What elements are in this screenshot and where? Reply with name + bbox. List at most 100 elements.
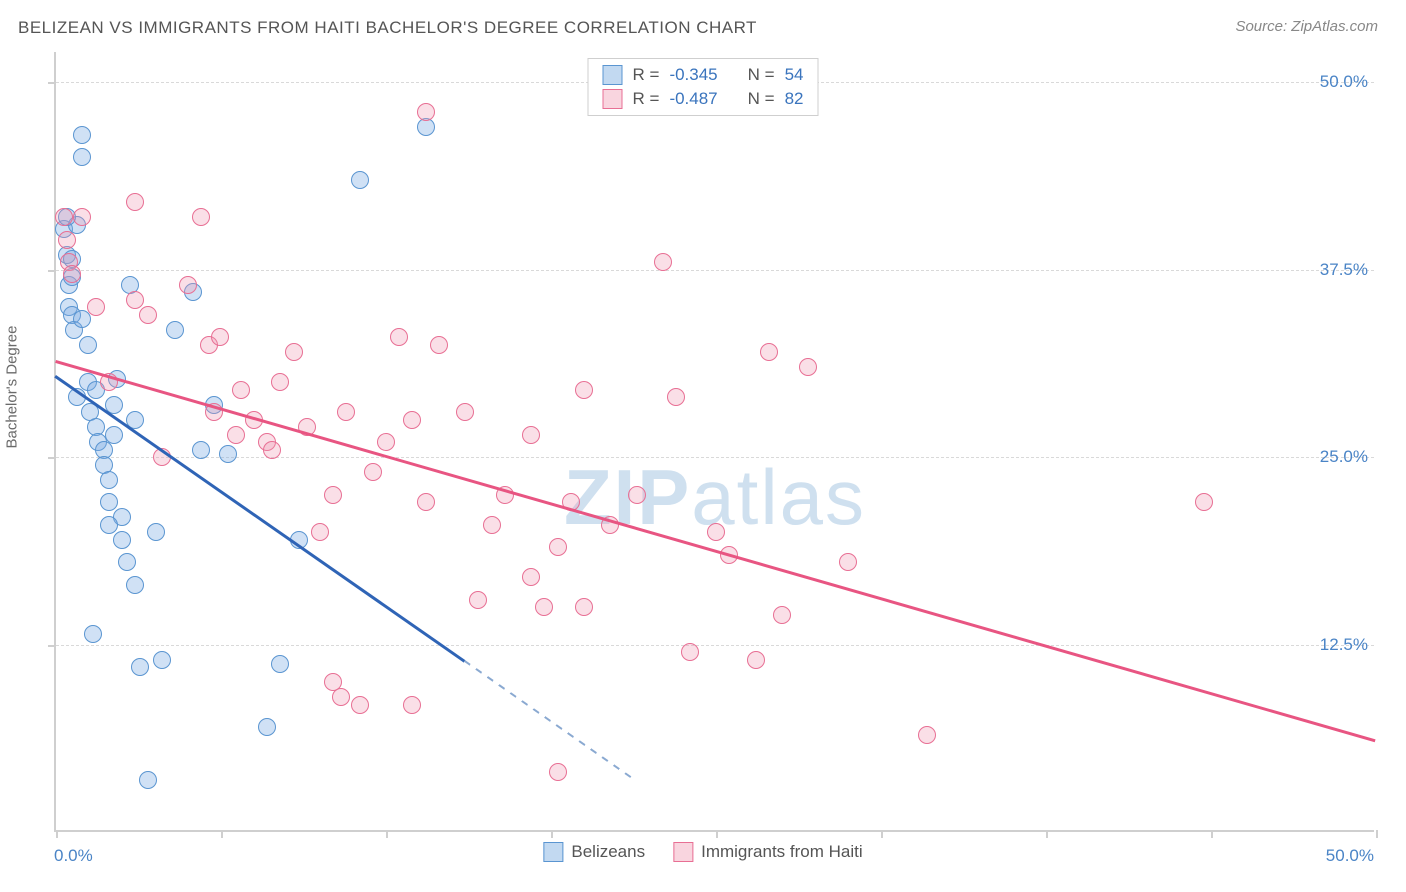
data-point-haiti bbox=[654, 253, 672, 271]
swatch-icon bbox=[603, 89, 623, 109]
y-tick-label: 50.0% bbox=[1320, 72, 1368, 92]
data-point-haiti bbox=[549, 538, 567, 556]
r-value: -0.487 bbox=[669, 89, 717, 109]
data-point-haiti bbox=[126, 193, 144, 211]
data-point-haiti bbox=[271, 373, 289, 391]
data-point-haiti bbox=[522, 426, 540, 444]
gridline bbox=[56, 270, 1374, 271]
data-point-haiti bbox=[403, 696, 421, 714]
y-tick-label: 25.0% bbox=[1320, 447, 1368, 467]
data-point-belizeans bbox=[84, 625, 102, 643]
data-point-belizeans bbox=[166, 321, 184, 339]
n-value: 82 bbox=[785, 89, 804, 109]
swatch-icon bbox=[673, 842, 693, 862]
y-tick-mark bbox=[48, 82, 56, 84]
data-point-belizeans bbox=[118, 553, 136, 571]
data-point-haiti bbox=[918, 726, 936, 744]
legend-label: Belizeans bbox=[571, 842, 645, 862]
data-point-belizeans bbox=[192, 441, 210, 459]
x-tick-mark bbox=[881, 830, 883, 838]
x-tick-mark bbox=[551, 830, 553, 838]
data-point-haiti bbox=[227, 426, 245, 444]
swatch-icon bbox=[603, 65, 623, 85]
regression-line-haiti bbox=[55, 360, 1376, 742]
data-point-haiti bbox=[232, 381, 250, 399]
data-point-belizeans bbox=[219, 445, 237, 463]
data-point-belizeans bbox=[153, 651, 171, 669]
data-point-haiti bbox=[351, 696, 369, 714]
x-tick-mark bbox=[1046, 830, 1048, 838]
swatch-icon bbox=[543, 842, 563, 862]
legend-item-haiti: Immigrants from Haiti bbox=[673, 842, 863, 862]
y-tick-mark bbox=[48, 270, 56, 272]
x-axis-max-label: 50.0% bbox=[1326, 846, 1374, 866]
n-label: N = bbox=[748, 65, 775, 85]
r-label: R = bbox=[633, 89, 660, 109]
data-point-belizeans bbox=[100, 471, 118, 489]
data-point-haiti bbox=[535, 598, 553, 616]
x-tick-mark bbox=[716, 830, 718, 838]
data-point-haiti bbox=[575, 381, 593, 399]
n-value: 54 bbox=[785, 65, 804, 85]
data-point-belizeans bbox=[258, 718, 276, 736]
data-point-haiti bbox=[799, 358, 817, 376]
data-point-haiti bbox=[87, 298, 105, 316]
x-tick-mark bbox=[221, 830, 223, 838]
x-axis-min-label: 0.0% bbox=[54, 846, 93, 866]
data-point-haiti bbox=[747, 651, 765, 669]
data-point-haiti bbox=[332, 688, 350, 706]
data-point-haiti bbox=[192, 208, 210, 226]
x-tick-mark bbox=[1376, 830, 1378, 838]
data-point-haiti bbox=[55, 208, 73, 226]
chart-container: BELIZEAN VS IMMIGRANTS FROM HAITI BACHEL… bbox=[0, 0, 1406, 892]
data-point-haiti bbox=[390, 328, 408, 346]
r-value: -0.345 bbox=[669, 65, 717, 85]
gridline bbox=[56, 645, 1374, 646]
data-point-haiti bbox=[1195, 493, 1213, 511]
data-point-haiti bbox=[337, 403, 355, 421]
chart-title: BELIZEAN VS IMMIGRANTS FROM HAITI BACHEL… bbox=[18, 18, 757, 38]
data-point-belizeans bbox=[73, 126, 91, 144]
data-point-haiti bbox=[681, 643, 699, 661]
data-point-belizeans bbox=[139, 771, 157, 789]
legend-item-belizeans: Belizeans bbox=[543, 842, 645, 862]
data-point-belizeans bbox=[100, 516, 118, 534]
data-point-haiti bbox=[549, 763, 567, 781]
data-point-belizeans bbox=[73, 148, 91, 166]
data-point-haiti bbox=[58, 231, 76, 249]
data-point-haiti bbox=[707, 523, 725, 541]
plot-area: ZIPatlas 12.5%25.0%37.5%50.0% bbox=[54, 52, 1374, 832]
data-point-haiti bbox=[456, 403, 474, 421]
data-point-haiti bbox=[364, 463, 382, 481]
data-point-haiti bbox=[403, 411, 421, 429]
y-tick-label: 37.5% bbox=[1320, 260, 1368, 280]
data-point-haiti bbox=[179, 276, 197, 294]
data-point-haiti bbox=[628, 486, 646, 504]
correlation-legend: R = -0.345 N = 54 R = -0.487 N = 82 bbox=[588, 58, 819, 116]
series-legend: Belizeans Immigrants from Haiti bbox=[543, 842, 862, 862]
data-point-haiti bbox=[469, 591, 487, 609]
data-point-haiti bbox=[139, 306, 157, 324]
data-point-belizeans bbox=[147, 523, 165, 541]
y-axis-title: Bachelor's Degree bbox=[4, 326, 21, 449]
data-point-haiti bbox=[575, 598, 593, 616]
data-point-haiti bbox=[285, 343, 303, 361]
r-label: R = bbox=[633, 65, 660, 85]
data-point-haiti bbox=[263, 441, 281, 459]
data-point-haiti bbox=[377, 433, 395, 451]
data-point-belizeans bbox=[126, 576, 144, 594]
data-point-haiti bbox=[324, 486, 342, 504]
data-point-haiti bbox=[773, 606, 791, 624]
data-point-belizeans bbox=[100, 493, 118, 511]
y-tick-mark bbox=[48, 457, 56, 459]
data-point-haiti bbox=[667, 388, 685, 406]
legend-row-belizeans: R = -0.345 N = 54 bbox=[603, 63, 804, 87]
data-point-belizeans bbox=[79, 336, 97, 354]
data-point-haiti bbox=[483, 516, 501, 534]
data-point-belizeans bbox=[131, 658, 149, 676]
data-point-haiti bbox=[73, 208, 91, 226]
y-tick-label: 12.5% bbox=[1320, 635, 1368, 655]
data-point-haiti bbox=[126, 291, 144, 309]
n-label: N = bbox=[748, 89, 775, 109]
data-point-haiti bbox=[311, 523, 329, 541]
